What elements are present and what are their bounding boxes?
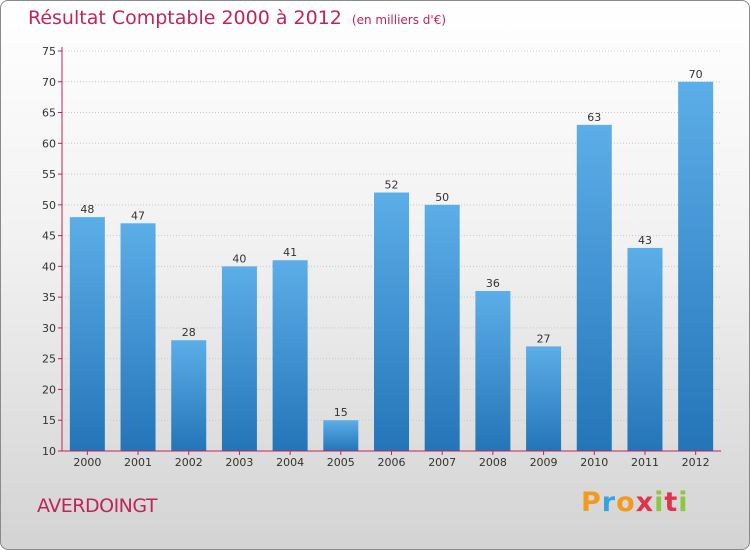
y-tick-label: 30: [42, 322, 56, 335]
bar: [424, 204, 460, 451]
commune-name: AVERDOINGT: [37, 495, 158, 517]
x-tick-label: 2012: [682, 456, 710, 469]
x-tick-label: 2007: [428, 456, 456, 469]
bar: [221, 266, 257, 451]
y-tick-label: 55: [42, 168, 56, 181]
bar-value-label: 47: [131, 209, 145, 222]
proxiti-logo: Proxiti: [581, 487, 689, 518]
logo-letter: x: [635, 487, 655, 518]
bar-value-label: 43: [638, 234, 652, 247]
y-tick-label: 40: [42, 260, 56, 273]
y-tick-label: 75: [42, 45, 56, 58]
y-tick-label: 25: [42, 353, 56, 366]
chart-title: Résultat Comptable 2000 à 2012 (en millie…: [28, 7, 446, 29]
logo-letter: t: [664, 487, 679, 518]
bar: [627, 247, 663, 451]
bar-value-label: 40: [232, 252, 246, 265]
bar: [475, 291, 511, 451]
bar-value-label: 36: [486, 277, 500, 290]
bar-value-label: 28: [182, 326, 196, 339]
bar-value-label: 41: [283, 246, 297, 259]
y-tick-label: 10: [42, 445, 56, 458]
logo-letter: i: [678, 487, 689, 518]
bar: [323, 420, 359, 451]
bar-value-label: 50: [435, 191, 449, 204]
logo-letter: P: [581, 487, 602, 518]
bar: [526, 346, 562, 451]
y-tick-label: 45: [42, 230, 56, 243]
logo-letter: o: [616, 487, 636, 518]
bar: [678, 81, 714, 452]
bars-group: 48 47 28 40 41 15 52 50 36 27 63 43 70: [69, 68, 714, 452]
x-tick-label: 2002: [175, 456, 203, 469]
logo-letter: r: [601, 487, 617, 518]
x-tick-label: 2005: [327, 456, 355, 469]
bar-value-label: 52: [385, 179, 399, 192]
axes-group: 10 15 20 25 30 35 40 45 50 55 60 65 70 75 2000 2001 2002…: [42, 45, 721, 469]
x-tick-label: 2003: [225, 456, 253, 469]
x-tick-label: 2006: [378, 456, 406, 469]
bar: [171, 340, 207, 451]
x-tick-label: 2011: [631, 456, 659, 469]
x-tick-label: 2010: [580, 456, 608, 469]
x-tick-label: 2004: [276, 456, 304, 469]
x-tick-label: 2008: [479, 456, 507, 469]
y-tick-label: 15: [42, 414, 56, 427]
y-tick-label: 35: [42, 291, 56, 304]
y-tick-label: 70: [42, 76, 56, 89]
bar-value-label: 70: [689, 68, 703, 81]
bar-value-label: 27: [537, 332, 551, 345]
bar: [374, 192, 409, 452]
x-tick-label: 2009: [530, 456, 558, 469]
chart-title-text: Résultat Comptable 2000 à 2012: [28, 7, 342, 29]
bar-value-label: 15: [334, 406, 348, 419]
y-tick-label: 65: [42, 107, 56, 120]
x-tick-label: 2001: [124, 456, 152, 469]
bar-value-label: 48: [80, 203, 94, 216]
bar: [120, 223, 156, 451]
bar: [69, 217, 105, 451]
logo-letter: i: [654, 487, 665, 518]
chart-unit-label: (en milliers d'€): [351, 13, 447, 27]
bar: [272, 260, 308, 451]
bar-value-label: 63: [587, 111, 601, 124]
bar: [576, 124, 612, 451]
y-tick-label: 50: [42, 199, 56, 212]
y-tick-label: 20: [42, 383, 56, 396]
y-tick-label: 60: [42, 137, 56, 150]
x-tick-label: 2000: [73, 456, 101, 469]
